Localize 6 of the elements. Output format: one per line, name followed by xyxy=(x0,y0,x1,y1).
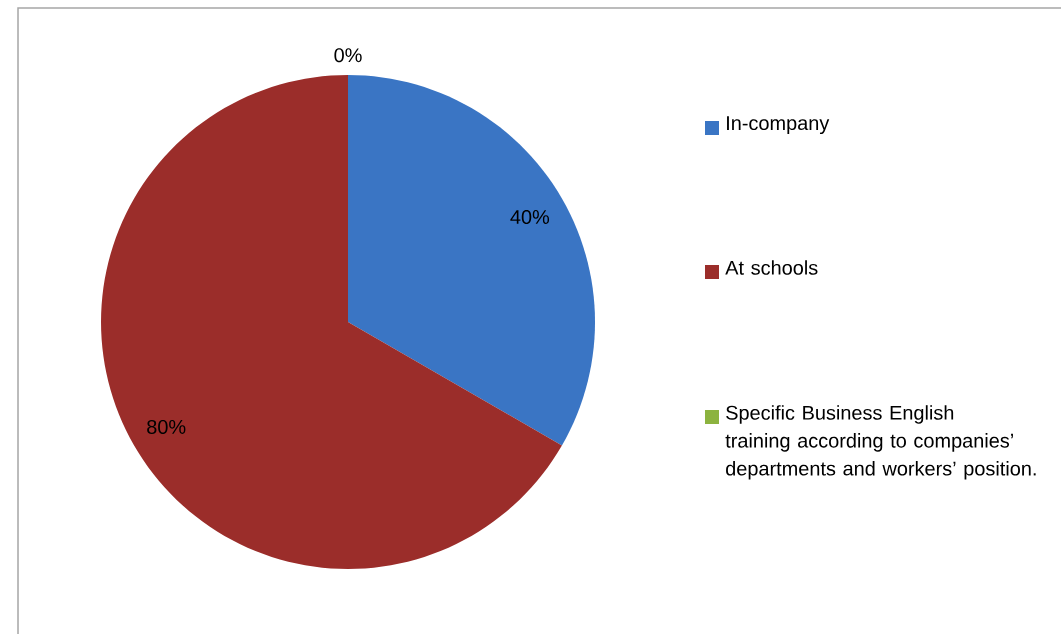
text: 0% xyxy=(334,48,362,63)
legend-label: At schools xyxy=(725,260,818,275)
data-label: 40% xyxy=(510,209,550,225)
legend-label: Specific Business English training according to companies’ departments and workers’ position. xyxy=(725,405,1036,480)
data-label: 80% xyxy=(147,419,186,434)
legend-label: In-company xyxy=(727,116,830,135)
